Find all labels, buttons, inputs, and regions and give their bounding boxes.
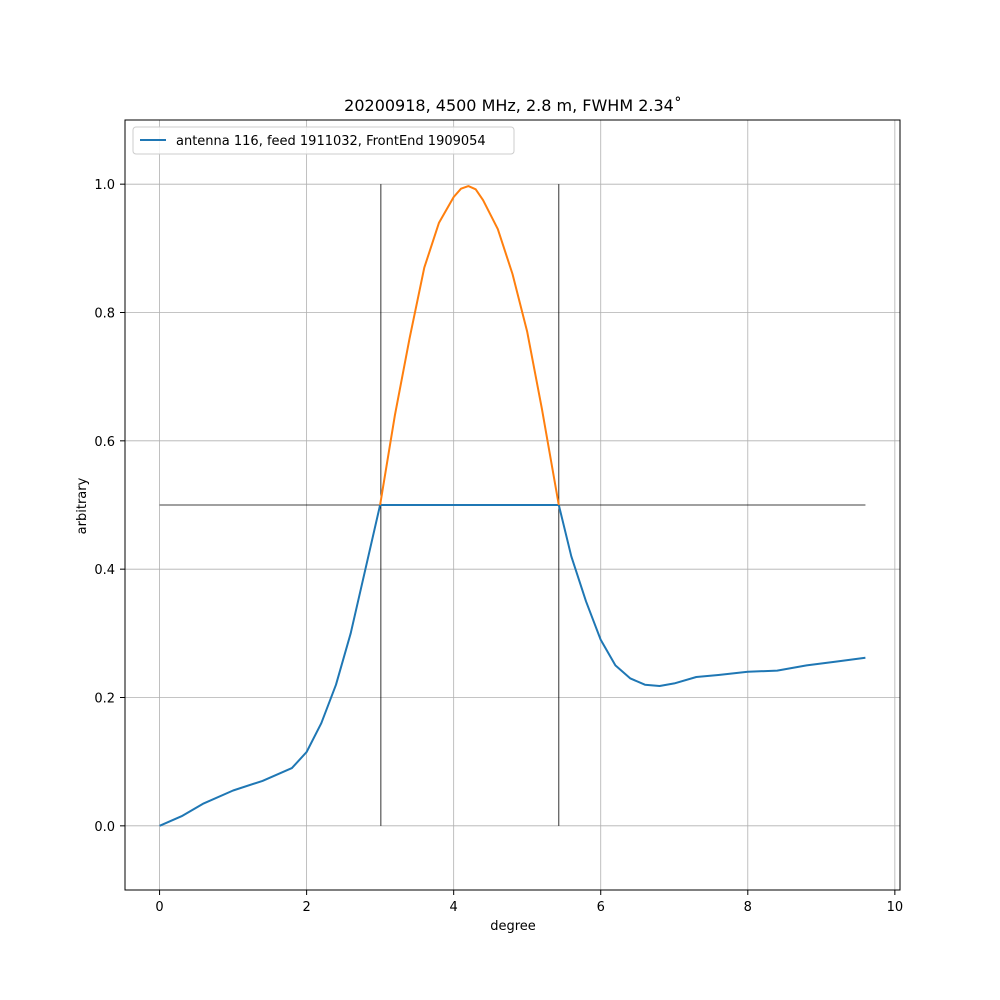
x-tick-label: 4 <box>450 900 458 915</box>
x-tick-label: 2 <box>302 900 310 915</box>
y-tick-label: 0.0 <box>94 820 115 835</box>
x-axis-label: degree <box>490 919 536 934</box>
y-axis-label: arbitrary <box>75 477 90 534</box>
x-tick-label: 10 <box>887 900 904 915</box>
y-tick-label: 0.8 <box>94 307 115 322</box>
y-tick-label: 0.2 <box>94 692 115 707</box>
y-tick-label: 1.0 <box>94 178 115 193</box>
legend-box <box>132 126 515 155</box>
y-axis-ticks: 0.0 0.2 0.4 0.6 0.8 1.0 <box>94 178 125 835</box>
y-tick-label: 0.4 <box>94 563 115 578</box>
plot-frame <box>124 119 901 891</box>
beam-profile-line <box>159 504 866 827</box>
main-lobe-line <box>379 185 560 506</box>
y-tick-label: 0.6 <box>94 435 115 450</box>
x-axis-ticks: 0 2 4 6 8 10 <box>155 890 903 915</box>
x-tick-label: 0 <box>155 900 163 915</box>
legend: antenna 116, feed 1911032, FrontEnd 1909… <box>132 126 515 155</box>
x-tick-label: 6 <box>597 900 605 915</box>
series-lines <box>159 185 866 827</box>
chart-title: 20200918, 4500 MHz, 2.8 m, FWHM 2.34˚ <box>344 96 682 115</box>
x-tick-label: 8 <box>744 900 752 915</box>
legend-entry: antenna 116, feed 1911032, FrontEnd 1909… <box>176 134 486 149</box>
